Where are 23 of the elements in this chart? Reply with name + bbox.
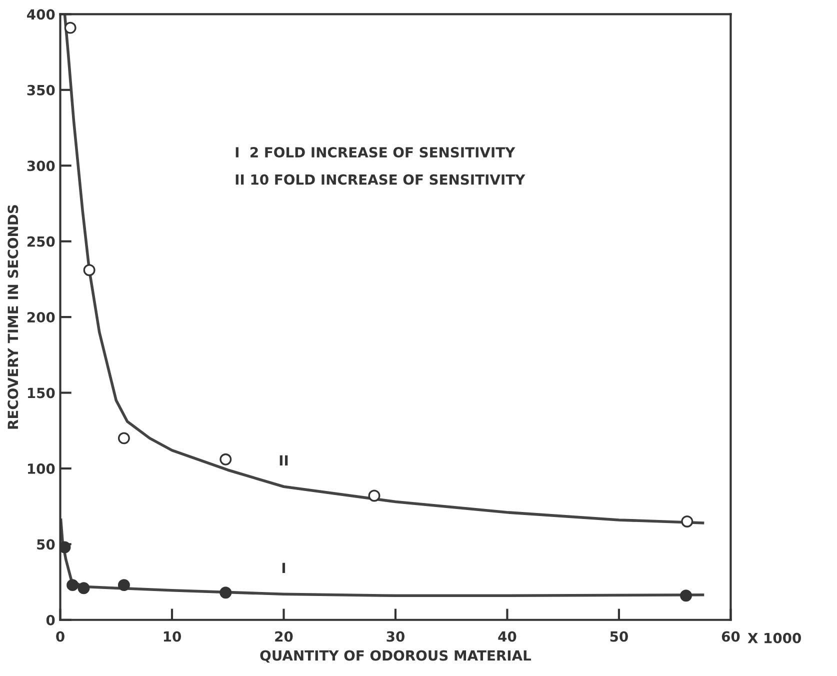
y-axis-title: RECOVERY TIME IN SECONDS — [8, 205, 18, 429]
y-tick-label: 200 — [28, 312, 55, 323]
y-tick-label: 250 — [28, 236, 55, 247]
y-tick-label: 350 — [27, 84, 55, 96]
annotation: I 2 FOLD INCREASE OF SENSITIVITY — [236, 147, 516, 158]
series-label: II — [280, 455, 288, 466]
y-tick-label: 50 — [37, 539, 55, 550]
series-label: I — [282, 562, 286, 573]
x-tick-label: 50 — [610, 631, 628, 642]
x-tick-label: 40 — [498, 631, 516, 642]
x-tick-label: 0 — [56, 631, 64, 642]
x-tick-label: 60 — [722, 631, 740, 642]
x-axis-title: QUANTITY OF ODOROUS MATERIAL — [260, 650, 532, 663]
y-tick-label: 150 — [28, 388, 55, 398]
text: X 1000 — [748, 632, 801, 644]
annotation: II 10 FOLD INCREASE OF SENSITIVITY — [236, 174, 526, 185]
x-tick-label: 20 — [275, 631, 293, 642]
y-tick-label: 0 — [46, 614, 55, 626]
y-tick-label: 100 — [28, 463, 55, 474]
y-tick-label: 300 — [27, 160, 55, 172]
x-tick-label: 30 — [386, 631, 404, 642]
y-tick-label: 400 — [27, 9, 55, 20]
x-tick-label: 10 — [164, 631, 182, 642]
